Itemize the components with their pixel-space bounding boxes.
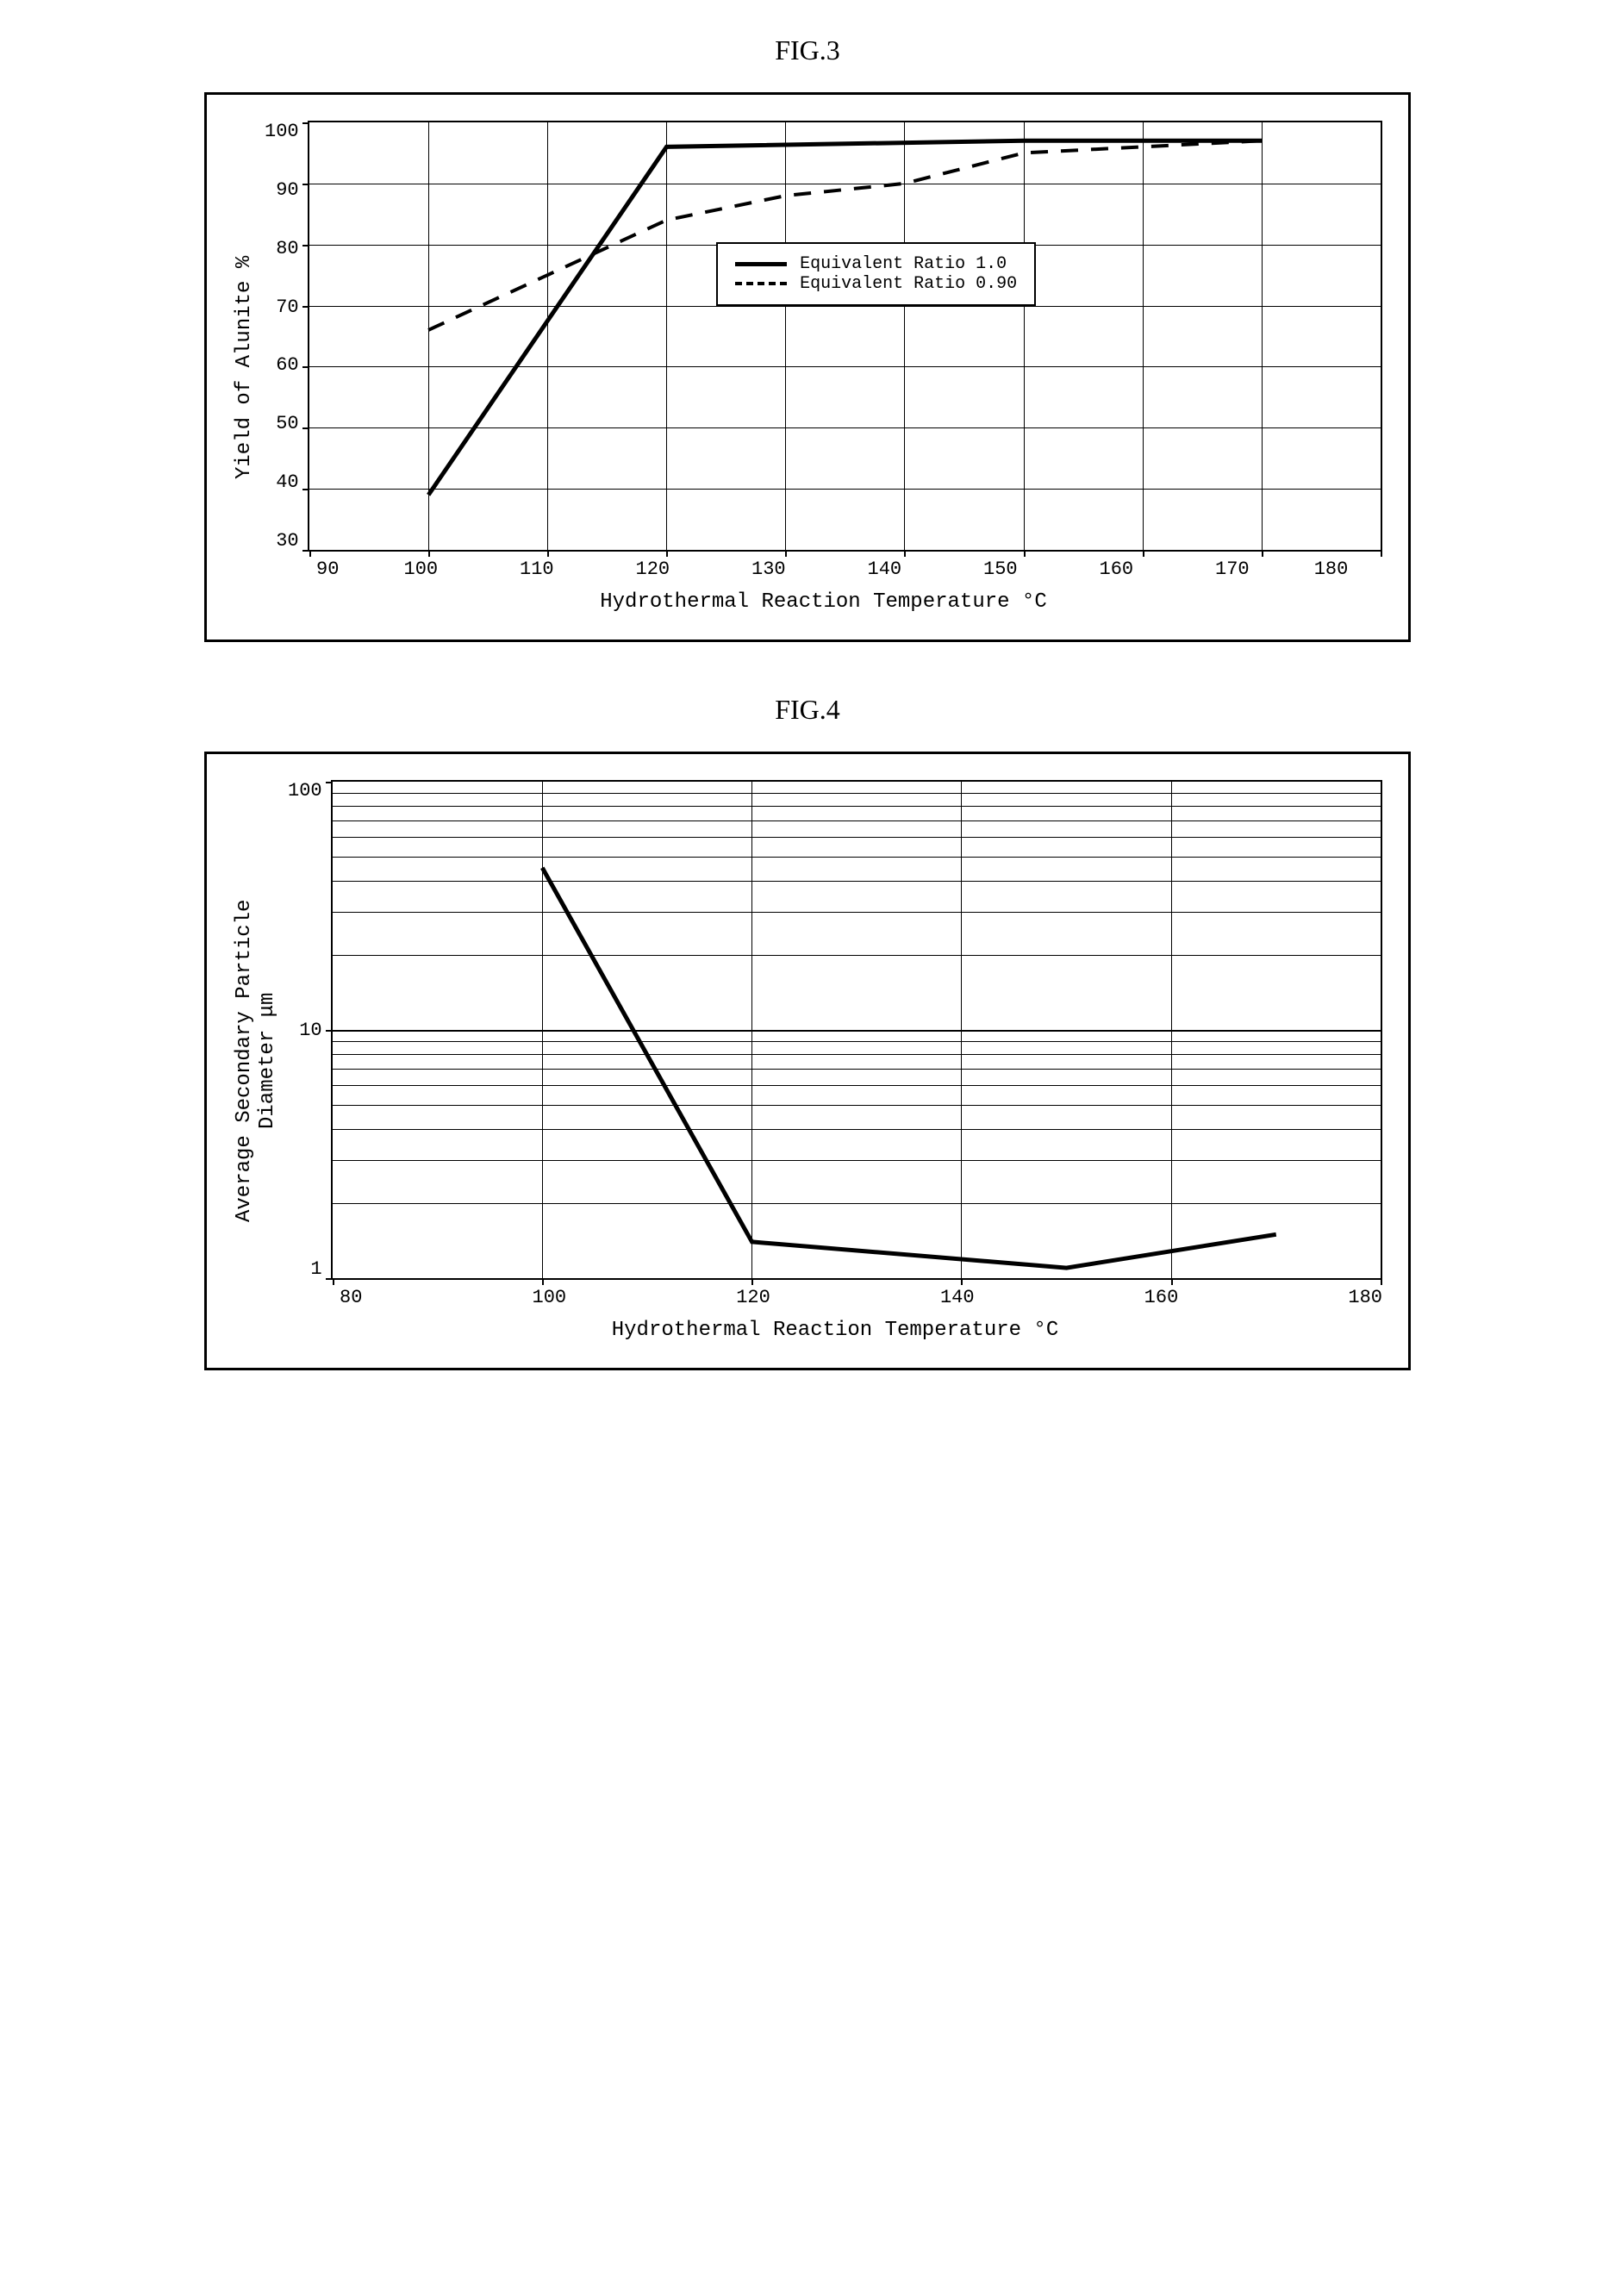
- tick-mark: [751, 1278, 753, 1285]
- plot-area: [331, 780, 1382, 1280]
- y-axis-label: Average Secondary Particle Diameter μm: [224, 780, 288, 1342]
- legend: Equivalent Ratio 1.0Equivalent Ratio 0.9…: [716, 242, 1036, 306]
- x-tick-label: 160: [1144, 1287, 1179, 1308]
- plot-row: 100 90 80 70 60 50 40 30 Equivalent Ratio 1.0Eq…: [265, 121, 1382, 552]
- tick-mark: [302, 184, 309, 185]
- tick-mark: [1143, 550, 1144, 557]
- x-tick-label: 100: [403, 558, 438, 580]
- tick-mark: [1262, 550, 1263, 557]
- legend-row: Equivalent Ratio 0.90: [735, 274, 1017, 294]
- x-tick-label: 120: [635, 558, 670, 580]
- chart-main: 100 90 80 70 60 50 40 30 Equivalent Ratio 1.0Eq…: [265, 121, 1382, 614]
- x-axis-label: Hydrothermal Reaction Temperature °C: [265, 590, 1382, 614]
- y-axis-label: Yield of Alunite %: [224, 121, 265, 614]
- x-tick-label: 100: [533, 1287, 567, 1308]
- y-tick-label: 100: [265, 121, 299, 142]
- figure-title: FIG.4: [204, 694, 1411, 726]
- tick-mark: [326, 1278, 333, 1280]
- series-line: [542, 868, 1275, 1268]
- chart-main: 100 10 1 80 100 120 140 160 180 Hydrothermal Re…: [288, 780, 1382, 1342]
- tick-mark: [326, 1030, 333, 1032]
- chart-body: Average Secondary Particle Diameter μm 1…: [224, 780, 1382, 1342]
- plot-row: 100 10 1: [288, 780, 1382, 1280]
- tick-mark: [1024, 550, 1026, 557]
- x-tick-label: 80: [340, 1287, 362, 1308]
- legend-line: [735, 282, 787, 285]
- x-tick-label: 180: [1348, 1287, 1382, 1308]
- figure-title: FIG.3: [204, 34, 1411, 66]
- plot-svg: [333, 782, 1381, 1278]
- y-tick-label: 10: [288, 1020, 322, 1041]
- tick-mark: [961, 1278, 963, 1285]
- tick-mark: [309, 550, 311, 557]
- legend-row: Equivalent Ratio 1.0: [735, 254, 1017, 274]
- tick-mark: [326, 782, 333, 783]
- series-line: [428, 140, 1262, 495]
- x-tick-label: 130: [751, 558, 786, 580]
- chart-frame: Average Secondary Particle Diameter μm 1…: [204, 752, 1411, 1370]
- tick-mark: [904, 550, 906, 557]
- x-tick-label: 140: [940, 1287, 975, 1308]
- x-axis-row: 80 100 120 140 160 180: [288, 1280, 1382, 1308]
- tick-mark: [1381, 550, 1382, 557]
- x-axis-row: 90 100 110 120 130 140 150 160 170 180: [265, 552, 1382, 580]
- x-tick-label: 160: [1099, 558, 1133, 580]
- x-axis-label: Hydrothermal Reaction Temperature °C: [288, 1319, 1382, 1342]
- legend-line: [735, 262, 787, 266]
- tick-mark: [1171, 1278, 1173, 1285]
- y-tick-label: 70: [265, 296, 299, 318]
- y-tick-label: 100: [288, 780, 322, 802]
- x-tick-label: 90: [316, 558, 339, 580]
- y-tick-label: 30: [265, 530, 299, 552]
- legend-label: Equivalent Ratio 1.0: [800, 254, 1007, 274]
- y-tick-label: 60: [265, 354, 299, 376]
- y-tick-label: 1: [288, 1258, 322, 1280]
- figure-4: FIG.4 Average Secondary Particle Diamete…: [204, 694, 1411, 1370]
- x-tick-label: 140: [867, 558, 901, 580]
- tick-mark: [302, 122, 309, 124]
- x-tick-label: 150: [983, 558, 1018, 580]
- tick-mark: [666, 550, 668, 557]
- tick-mark: [302, 489, 309, 490]
- x-tick-label: 120: [736, 1287, 770, 1308]
- plot-area: Equivalent Ratio 1.0Equivalent Ratio 0.9…: [308, 121, 1382, 552]
- tick-mark: [302, 245, 309, 246]
- plot-svg: [309, 122, 1381, 550]
- tick-mark: [428, 550, 430, 557]
- legend-label: Equivalent Ratio 0.90: [800, 274, 1017, 294]
- tick-mark: [785, 550, 787, 557]
- y-tick-label: 50: [265, 413, 299, 434]
- tick-mark: [302, 306, 309, 308]
- y-tick-label: 40: [265, 471, 299, 493]
- ylabel-line2: Diameter μm: [256, 993, 279, 1129]
- figure-3: FIG.3 Yield of Alunite % 100 90 80 70 60 50 40…: [204, 34, 1411, 642]
- y-tick-labels: 100 10 1: [288, 780, 331, 1280]
- chart-frame: Yield of Alunite % 100 90 80 70 60 50 40 30 Equ…: [204, 92, 1411, 642]
- chart-body: Yield of Alunite % 100 90 80 70 60 50 40 30 Equ…: [224, 121, 1382, 614]
- tick-mark: [302, 427, 309, 429]
- y-tick-label: 90: [265, 179, 299, 201]
- tick-mark: [302, 550, 309, 552]
- x-tick-label: 110: [520, 558, 554, 580]
- x-tick-label: 180: [1314, 558, 1349, 580]
- x-tick-labels: 90 100 110 120 130 140 150 160 170 180: [316, 558, 1382, 580]
- tick-mark: [1381, 1278, 1382, 1285]
- tick-mark: [542, 1278, 544, 1285]
- x-tick-label: 170: [1215, 558, 1250, 580]
- ylabel-line1: Average Secondary Particle: [233, 900, 256, 1222]
- tick-mark: [333, 1278, 334, 1285]
- tick-mark: [302, 366, 309, 368]
- x-tick-labels: 80 100 120 140 160 180: [340, 1287, 1382, 1308]
- y-tick-label: 80: [265, 238, 299, 259]
- y-tick-labels: 100 90 80 70 60 50 40 30: [265, 121, 308, 552]
- tick-mark: [547, 550, 549, 557]
